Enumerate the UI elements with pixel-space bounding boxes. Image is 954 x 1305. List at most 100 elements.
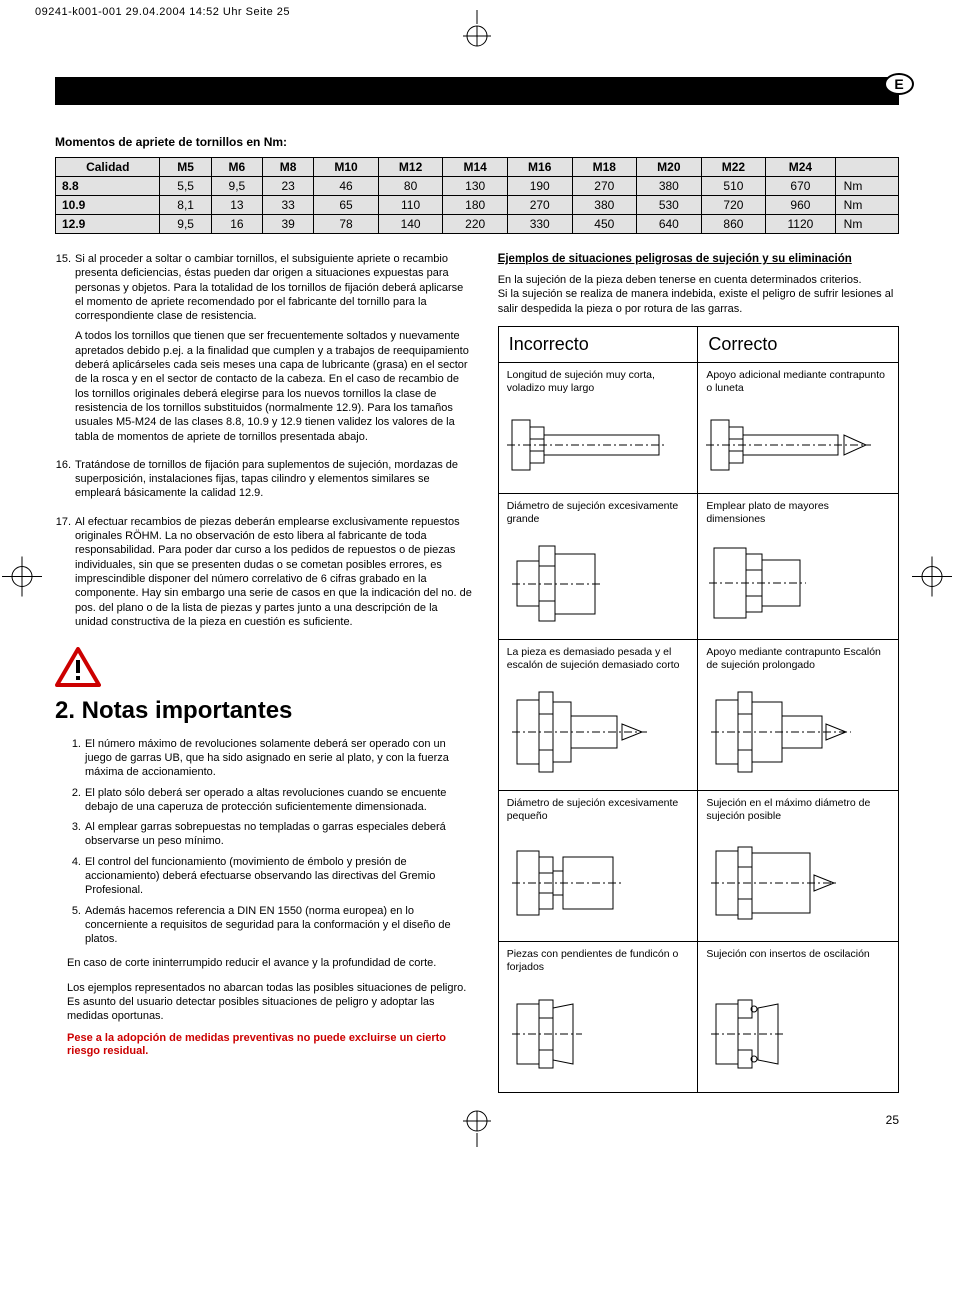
right-column: Ejemplos de situaciones peligrosas de su… [498, 252, 899, 1093]
table-header: M24 [766, 158, 835, 177]
table-cell: 190 [507, 177, 572, 196]
extra-para-1: En caso de corte ininterrumpido reducir … [55, 956, 473, 970]
table-cell: 10.9 [56, 196, 160, 215]
table-cell: 23 [263, 177, 314, 196]
correct-cell: Emplear plato de mayores dimensiones [698, 494, 898, 639]
diagram-icon [706, 536, 890, 631]
table-cell: 180 [443, 196, 508, 215]
table-cell: 270 [572, 177, 637, 196]
diagram-icon [507, 833, 690, 933]
incorrect-cell: Longitud de sujeción muy corta, voladizo… [499, 363, 699, 493]
table-cell: 13 [211, 196, 262, 215]
list-item: 16.Tratándose de tornillos de fijación p… [55, 458, 473, 507]
diagram-icon [706, 984, 890, 1084]
table-cell: 9,5 [211, 177, 262, 196]
table-cell: 16 [211, 215, 262, 234]
list-item: 3.Al emplear garras sobrepuestas no temp… [55, 820, 473, 849]
table-header: M20 [637, 158, 702, 177]
table-cell: 46 [314, 177, 379, 196]
list-item: 4.El control del funcionamiento (movimie… [55, 855, 473, 898]
diagram-icon [507, 984, 690, 1084]
table-cell: 510 [701, 177, 766, 196]
list-item: 1.El número máximo de revoluciones solam… [55, 737, 473, 780]
table-cell: 380 [572, 196, 637, 215]
table-cell: 78 [314, 215, 379, 234]
list-item: 17.Al efectuar recambios de piezas deber… [55, 515, 473, 635]
table-cell: Nm [835, 177, 898, 196]
col-incorrect: Incorrecto [499, 327, 699, 362]
extra-para-2: Los ejemplos representados no abarcan to… [55, 981, 473, 1024]
intro-1: En la sujeción de la pieza deben tenerse… [498, 273, 899, 287]
crop-mark-left [2, 556, 42, 601]
table-cell: 670 [766, 177, 835, 196]
left-column: 15.Si al proceder a soltar o cambiar tor… [55, 252, 473, 1093]
table-cell: 5,5 [160, 177, 211, 196]
diagram-icon [507, 682, 690, 782]
compare-row: Longitud de sujeción muy corta, voladizo… [499, 363, 898, 494]
table-header: M22 [701, 158, 766, 177]
table-header: M12 [378, 158, 443, 177]
table-cell: 9,5 [160, 215, 211, 234]
table-cell: 960 [766, 196, 835, 215]
crop-mark-right [912, 556, 952, 601]
table-cell: Nm [835, 215, 898, 234]
table-header: M5 [160, 158, 211, 177]
table-cell: 330 [507, 215, 572, 234]
table-title: Momentos de apriete de tornillos en Nm: [55, 135, 899, 149]
table-header: M8 [263, 158, 314, 177]
incorrect-cell: Diámetro de sujeción excesivamente peque… [499, 791, 699, 941]
section-heading: 2. Notas importantes [55, 695, 473, 726]
list-item: 2.El plato sólo deberá ser operado a alt… [55, 786, 473, 815]
table-cell: 450 [572, 215, 637, 234]
incorrect-cell: Piezas con pendientes de fundicón o forj… [499, 942, 699, 1092]
table-cell: 12.9 [56, 215, 160, 234]
table-cell: 140 [378, 215, 443, 234]
table-header: M14 [443, 158, 508, 177]
table-cell: 640 [637, 215, 702, 234]
table-cell: 8,1 [160, 196, 211, 215]
table-cell: 380 [637, 177, 702, 196]
table-cell: 270 [507, 196, 572, 215]
correct-cell: Apoyo mediante contrapunto Escalón de su… [698, 640, 898, 790]
table-cell: 860 [701, 215, 766, 234]
incorrect-cell: La pieza es demasiado pesada y el escaló… [499, 640, 699, 790]
compare-table: Incorrecto Correcto Longitud de sujeción… [498, 326, 899, 1093]
warning-icon [55, 647, 473, 691]
table-cell: 1120 [766, 215, 835, 234]
diagram-icon [507, 536, 690, 631]
table-header: M18 [572, 158, 637, 177]
list-item: 15.Si al proceder a soltar o cambiar tor… [55, 252, 473, 450]
table-cell: 80 [378, 177, 443, 196]
table-cell: 33 [263, 196, 314, 215]
crop-mark-top [457, 10, 497, 55]
table-header: M10 [314, 158, 379, 177]
col-correct: Correcto [698, 327, 898, 362]
right-heading: Ejemplos de situaciones peligrosas de su… [498, 252, 899, 267]
diagram-icon [706, 833, 890, 933]
diagram-icon [507, 405, 690, 485]
compare-row: Diámetro de sujeción excesivamente peque… [499, 791, 898, 942]
list-item: 5.Además hacemos referencia a DIN EN 155… [55, 904, 473, 947]
table-cell: 720 [701, 196, 766, 215]
table-cell: Nm [835, 196, 898, 215]
correct-cell: Apoyo adicional mediante contrapunto o l… [698, 363, 898, 493]
table-header: M6 [211, 158, 262, 177]
table-cell: 110 [378, 196, 443, 215]
table-cell: 65 [314, 196, 379, 215]
table-cell: 220 [443, 215, 508, 234]
table-cell: 530 [637, 196, 702, 215]
compare-row: Diámetro de sujeción excesivamente grand… [499, 494, 898, 640]
table-cell: 130 [443, 177, 508, 196]
warning-text: Pese a la adopción de medidas preventiva… [55, 1032, 473, 1060]
table-header [835, 158, 898, 177]
table-cell: 39 [263, 215, 314, 234]
diagram-icon [706, 405, 890, 485]
crop-mark-bottom [457, 1107, 497, 1152]
correct-cell: Sujeción en el máximo diámetro de sujeci… [698, 791, 898, 941]
table-cell: 8.8 [56, 177, 160, 196]
table-header: M16 [507, 158, 572, 177]
torque-table: CalidadM5M6M8M10M12M14M16M18M20M22M24 8.… [55, 157, 899, 234]
compare-row: Piezas con pendientes de fundicón o forj… [499, 942, 898, 1092]
language-badge: E [884, 73, 914, 95]
correct-cell: Sujeción con insertos de oscilación [698, 942, 898, 1092]
